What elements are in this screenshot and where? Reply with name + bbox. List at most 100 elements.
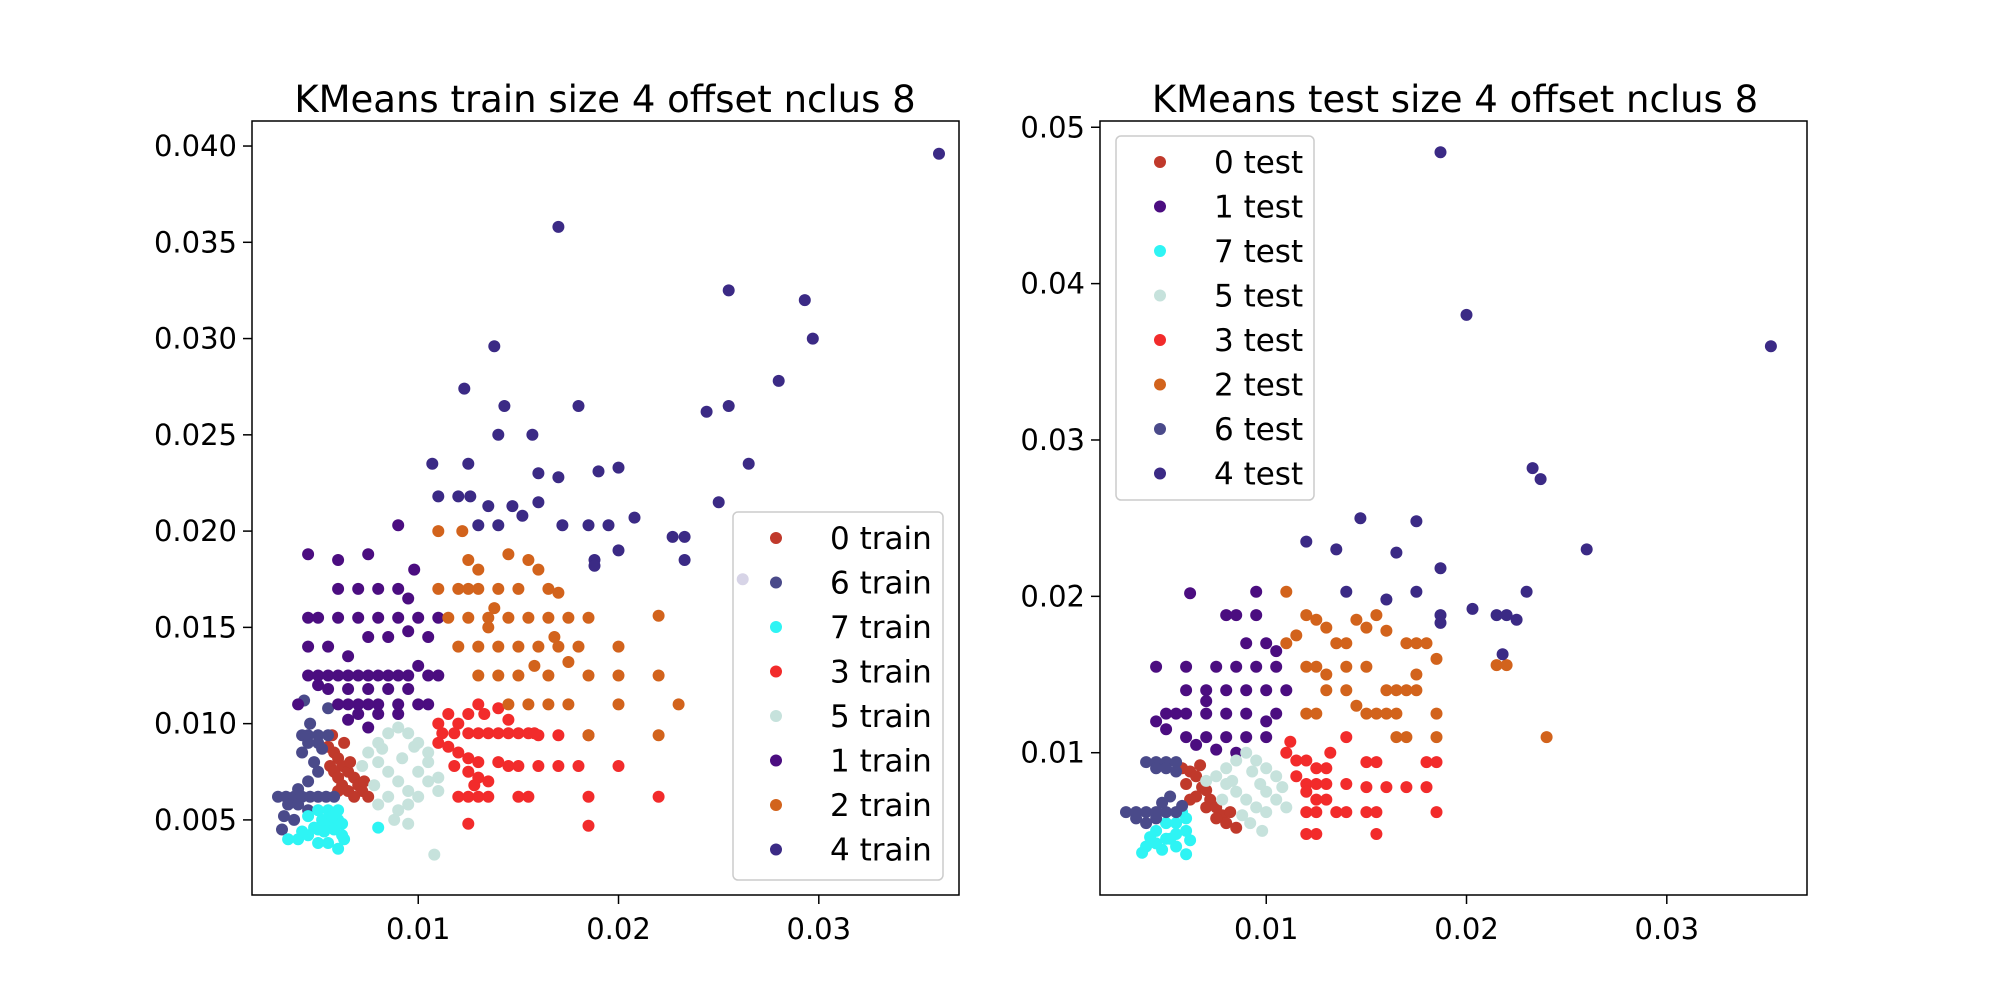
test-point bbox=[1490, 609, 1503, 622]
train-point bbox=[602, 519, 615, 532]
train-point bbox=[462, 727, 475, 740]
test-point bbox=[1310, 828, 1323, 840]
test-point bbox=[1430, 731, 1443, 744]
test-point bbox=[1300, 828, 1313, 840]
train-point bbox=[392, 721, 405, 734]
test-point bbox=[1500, 609, 1513, 622]
train-point bbox=[412, 659, 425, 672]
train-point bbox=[522, 698, 535, 711]
test-point bbox=[1256, 824, 1269, 837]
train-point bbox=[612, 760, 625, 772]
train-point bbox=[512, 727, 525, 740]
test-point bbox=[1170, 817, 1183, 830]
test-point bbox=[1230, 785, 1243, 798]
train-point bbox=[322, 640, 335, 653]
test-point bbox=[1390, 731, 1403, 744]
train-point bbox=[282, 833, 295, 846]
train-point bbox=[462, 457, 475, 470]
train-point bbox=[302, 548, 315, 561]
test-point bbox=[1370, 828, 1383, 840]
test-point bbox=[1150, 812, 1163, 825]
test-point bbox=[1340, 585, 1353, 598]
test-x-tick-label: 0.02 bbox=[1434, 912, 1499, 946]
train-legend-marker bbox=[770, 710, 782, 722]
test-point bbox=[1200, 801, 1213, 814]
test-point bbox=[1220, 609, 1233, 622]
test-legend-entries: 0 test 1 test 7 test 5 test 3 test 2 test 6 te… bbox=[1154, 145, 1303, 493]
train-x-tick-label: 0.01 bbox=[386, 912, 451, 946]
train-point bbox=[552, 760, 565, 772]
train-point bbox=[522, 790, 535, 803]
test-point bbox=[1284, 735, 1297, 748]
train-point bbox=[362, 790, 375, 803]
train-x-tick-label: 0.02 bbox=[586, 912, 651, 946]
test-point bbox=[1380, 593, 1393, 606]
train-point bbox=[412, 611, 425, 624]
train-point bbox=[542, 582, 555, 595]
test-point bbox=[1310, 778, 1323, 790]
train-point bbox=[458, 382, 471, 395]
train-point bbox=[312, 679, 325, 692]
train-point bbox=[372, 798, 385, 811]
test-y-tick-label: 0.04 bbox=[1020, 267, 1085, 301]
test-point bbox=[1310, 793, 1323, 806]
test-point bbox=[1380, 684, 1393, 697]
train-y-tick-label: 0.035 bbox=[154, 225, 237, 259]
train-legend-label: 0 train bbox=[830, 521, 932, 557]
test-point bbox=[1434, 562, 1447, 575]
train-point bbox=[472, 698, 485, 711]
train-point bbox=[532, 496, 545, 509]
test-point bbox=[1390, 707, 1403, 720]
train-point bbox=[582, 519, 595, 532]
train-point bbox=[302, 775, 315, 788]
train-point bbox=[348, 790, 361, 803]
test-x-tick-label: 0.01 bbox=[1234, 912, 1299, 946]
test-point bbox=[1340, 806, 1353, 819]
train-point bbox=[502, 713, 515, 726]
train-point bbox=[408, 563, 421, 576]
test-point bbox=[1144, 831, 1157, 844]
train-point bbox=[722, 400, 735, 412]
test-point bbox=[1270, 660, 1283, 673]
train-point bbox=[806, 332, 819, 345]
train-point bbox=[382, 790, 395, 803]
train-point bbox=[312, 669, 325, 682]
train-legend-marker bbox=[770, 621, 782, 633]
train-point bbox=[652, 609, 665, 622]
train-legend-marker bbox=[770, 843, 782, 856]
train-point bbox=[492, 756, 505, 769]
test-point bbox=[1430, 756, 1443, 769]
train-legend-box bbox=[732, 511, 944, 881]
test-point bbox=[1180, 824, 1193, 837]
train-point bbox=[432, 490, 445, 503]
train-series-4-train bbox=[426, 147, 945, 586]
test-point bbox=[1350, 613, 1363, 626]
train-point bbox=[472, 790, 485, 803]
train-point bbox=[502, 760, 515, 772]
test-point bbox=[1200, 731, 1213, 744]
train-legend-marker bbox=[770, 532, 782, 544]
train-y-tick-label: 0.020 bbox=[154, 514, 237, 548]
train-point bbox=[428, 848, 441, 861]
test-point bbox=[1230, 609, 1243, 622]
train-y-tick-label: 0.040 bbox=[154, 129, 237, 163]
test-point bbox=[1310, 762, 1323, 775]
test-legend-marker bbox=[1154, 423, 1166, 435]
train-y-tick-label: 0.015 bbox=[154, 610, 237, 644]
test-point bbox=[1320, 621, 1333, 634]
train-point bbox=[488, 602, 501, 615]
train-series-3-train bbox=[432, 698, 665, 832]
train-point bbox=[302, 669, 315, 682]
test-point bbox=[1254, 778, 1267, 790]
test-point bbox=[1230, 754, 1243, 767]
train-point bbox=[422, 698, 435, 711]
train-point bbox=[308, 756, 321, 769]
train-point bbox=[532, 467, 545, 480]
test-point bbox=[1300, 660, 1313, 673]
train-series-2-train bbox=[432, 525, 685, 742]
train-point bbox=[302, 810, 315, 823]
train-point bbox=[432, 785, 445, 797]
test-point bbox=[1320, 793, 1333, 806]
test-point bbox=[1120, 806, 1132, 819]
train-point bbox=[392, 669, 405, 682]
